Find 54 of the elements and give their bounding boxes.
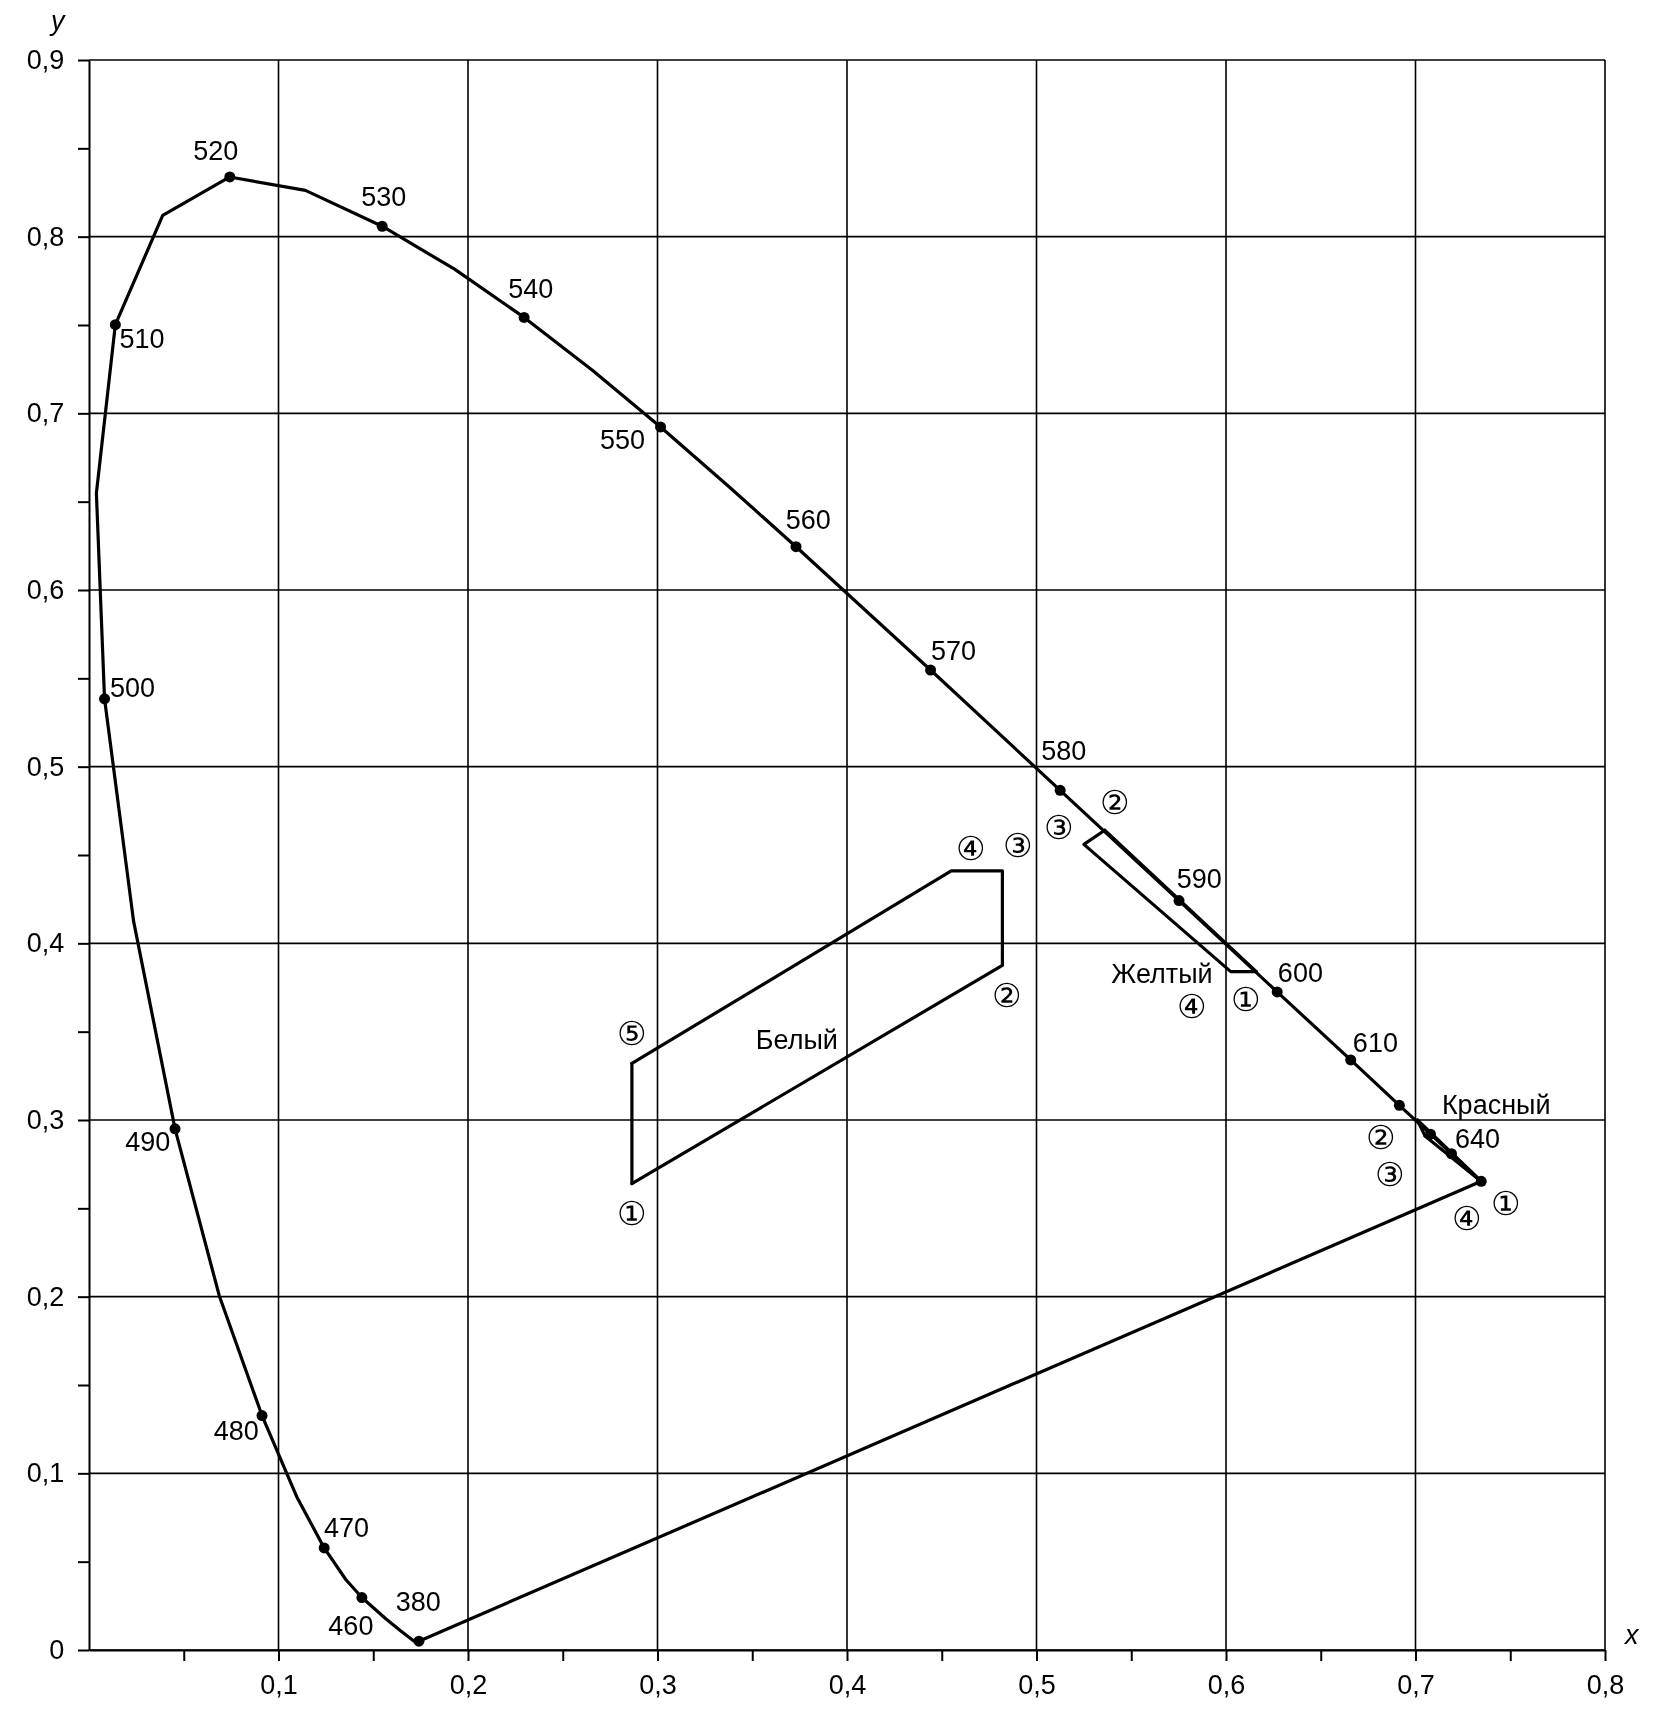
annotation: 470 <box>324 1513 370 1544</box>
y-tick-label: 0,5 <box>26 751 65 782</box>
annotation: 610 <box>1352 1028 1398 1059</box>
annotation: ④ <box>1177 988 1208 1026</box>
annotation: ① <box>1230 981 1261 1019</box>
annotation: ③ <box>1375 1156 1406 1194</box>
y-tick-label: 0,8 <box>26 221 65 252</box>
x-tick-label: 0,6 <box>1207 1669 1246 1700</box>
y-tick-label: 0,4 <box>26 928 65 959</box>
x-tick-label: 0,8 <box>1586 1669 1625 1700</box>
x-tick-label: 0,4 <box>828 1669 867 1700</box>
x-axis-title: x <box>1623 1620 1640 1650</box>
y-tick-label: 0,7 <box>26 398 65 429</box>
annotation: ① <box>616 1195 647 1233</box>
annotation: 560 <box>785 504 831 535</box>
annotation: 640 <box>1455 1124 1501 1155</box>
annotation: 480 <box>213 1416 259 1447</box>
y-tick-label: 0,3 <box>26 1105 65 1136</box>
annotation: 570 <box>930 636 977 667</box>
annotation: 460 <box>328 1610 374 1641</box>
y-tick-label: 0,6 <box>26 575 65 606</box>
annotation: ① <box>1491 1185 1522 1223</box>
annotation: 530 <box>361 181 407 212</box>
annotation: ④ <box>1451 1200 1482 1238</box>
series-label: Желтый <box>1111 959 1213 990</box>
annotation: 550 <box>600 425 646 456</box>
annotation: ③ <box>1044 808 1075 846</box>
annotation: ④ <box>956 830 987 868</box>
annotation: ⑤ <box>616 1015 647 1053</box>
annotation: 590 <box>1176 863 1222 894</box>
annotation: 600 <box>1277 958 1323 989</box>
annotation: 540 <box>508 273 554 304</box>
annotation: ③ <box>1002 826 1033 864</box>
annotation: ② <box>992 976 1023 1014</box>
x-tick-label: 0,3 <box>639 1669 677 1700</box>
annotation: 520 <box>193 135 239 166</box>
y-axis-title: y <box>49 6 66 36</box>
y-tick-label: 0,1 <box>26 1458 65 1489</box>
x-tick-label: 0,5 <box>1018 1669 1056 1700</box>
annotation: 510 <box>119 323 165 354</box>
x-tick-label: 0,1 <box>260 1669 298 1700</box>
annotation: ② <box>1100 783 1131 821</box>
annotation: 580 <box>1041 735 1087 766</box>
y-tick-label: 0,2 <box>26 1281 65 1312</box>
y-tick-label: 0 <box>49 1635 65 1666</box>
annotation: ② <box>1366 1118 1397 1156</box>
annotation: 490 <box>125 1126 171 1157</box>
y-tick-label: 0,9 <box>26 45 65 76</box>
x-tick-label: 0,7 <box>1397 1669 1435 1700</box>
series-label: Белый <box>755 1025 838 1056</box>
annotation: 380 <box>395 1586 441 1617</box>
x-tick-label: 0,2 <box>449 1669 488 1700</box>
series-label: Красный <box>1441 1089 1551 1120</box>
annotation: 500 <box>109 673 155 704</box>
